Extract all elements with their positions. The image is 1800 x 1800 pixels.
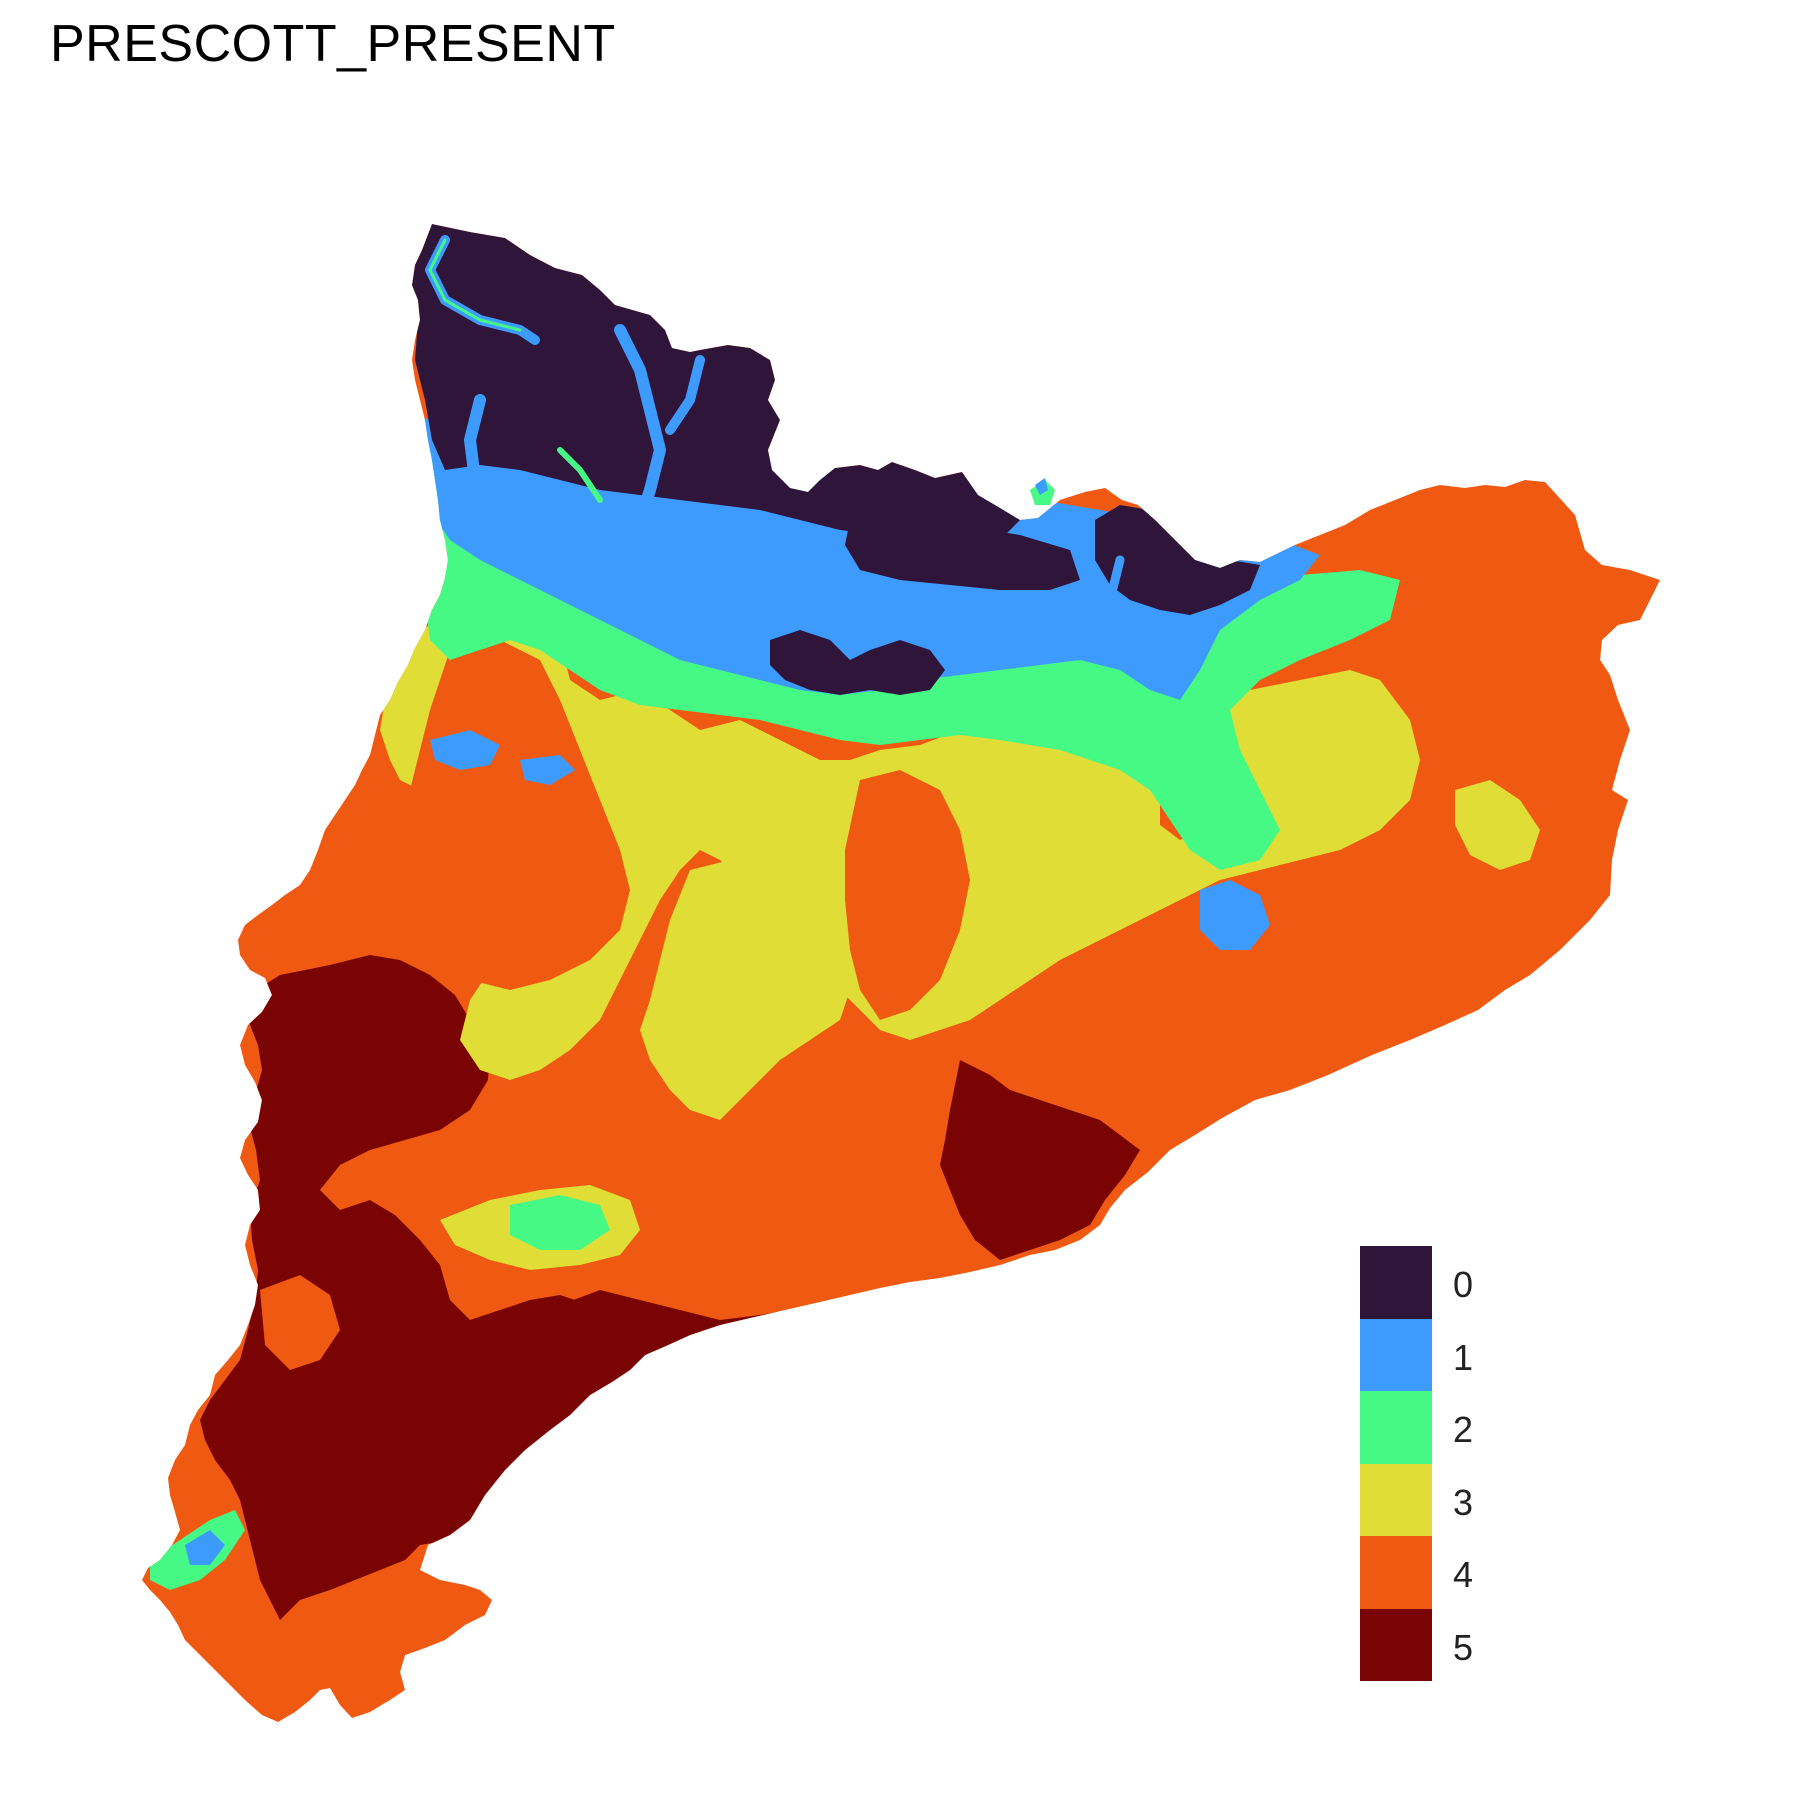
legend-label-0: 0 [1453, 1264, 1474, 1305]
zone-class-4-girona [1380, 500, 1620, 880]
zone-class-0-east [1095, 505, 1260, 615]
zone-class-4-vic [845, 770, 970, 1020]
legend-label-3: 3 [1453, 1481, 1474, 1523]
legend-item-1: 1 [1360, 1318, 1560, 1391]
zone-class-2-south [510, 1195, 610, 1250]
zone-class-1-west [430, 730, 500, 770]
zone-class-3-girona [1455, 780, 1540, 870]
valley-pallaresa [614, 324, 666, 526]
legend-label-1: 1 [1453, 1336, 1474, 1378]
zone-class-5 [200, 955, 720, 1620]
zone-class-1-west-b [520, 755, 575, 785]
legend-item-3: 3 [1360, 1463, 1560, 1536]
legend-item-0: 0 [1360, 1246, 1560, 1319]
legend-label-4: 4 [1453, 1554, 1474, 1595]
legend-item-5: 5 [1360, 1608, 1560, 1681]
legend-swatch-1 [1360, 1318, 1432, 1391]
legend-swatch-5 [1360, 1608, 1432, 1681]
zone-class-3-b [640, 860, 850, 1120]
zone-class-4-central [405, 640, 630, 990]
valley-pallaresa-branch [665, 355, 705, 435]
valley-noguera-branch [557, 447, 603, 503]
legend-label-5: 5 [1453, 1626, 1474, 1668]
zone-class-4-delta [350, 1585, 430, 1665]
legend-item-2: 2 [1360, 1391, 1560, 1464]
zone-class-1-sw [185, 1530, 225, 1565]
legend-swatch-2 [1360, 1391, 1432, 1464]
valley-segre [1085, 555, 1125, 645]
valley-noguera [464, 394, 496, 516]
legend-swatch-0 [1360, 1246, 1432, 1319]
zone-class-0-cadi [770, 630, 945, 695]
map-title: PRESCOTT_PRESENT [50, 15, 616, 73]
zone-class-4-sw [260, 1275, 340, 1370]
legend-swatch-3 [1360, 1463, 1432, 1536]
zone-class-5-east [940, 1060, 1140, 1260]
map-legend: 0 1 2 3 4 5 [1360, 1246, 1560, 1681]
enclave-llivia-core [1035, 478, 1048, 495]
zone-class-0 [412, 224, 1020, 545]
legend-label-2: 2 [1453, 1409, 1474, 1450]
legend-swatch-4 [1360, 1536, 1432, 1609]
zone-class-0-ridge [845, 515, 1080, 590]
legend-item-4: 4 [1360, 1536, 1560, 1609]
zone-class-1-montseny [1200, 880, 1270, 950]
valley-aran-edge [428, 238, 522, 332]
